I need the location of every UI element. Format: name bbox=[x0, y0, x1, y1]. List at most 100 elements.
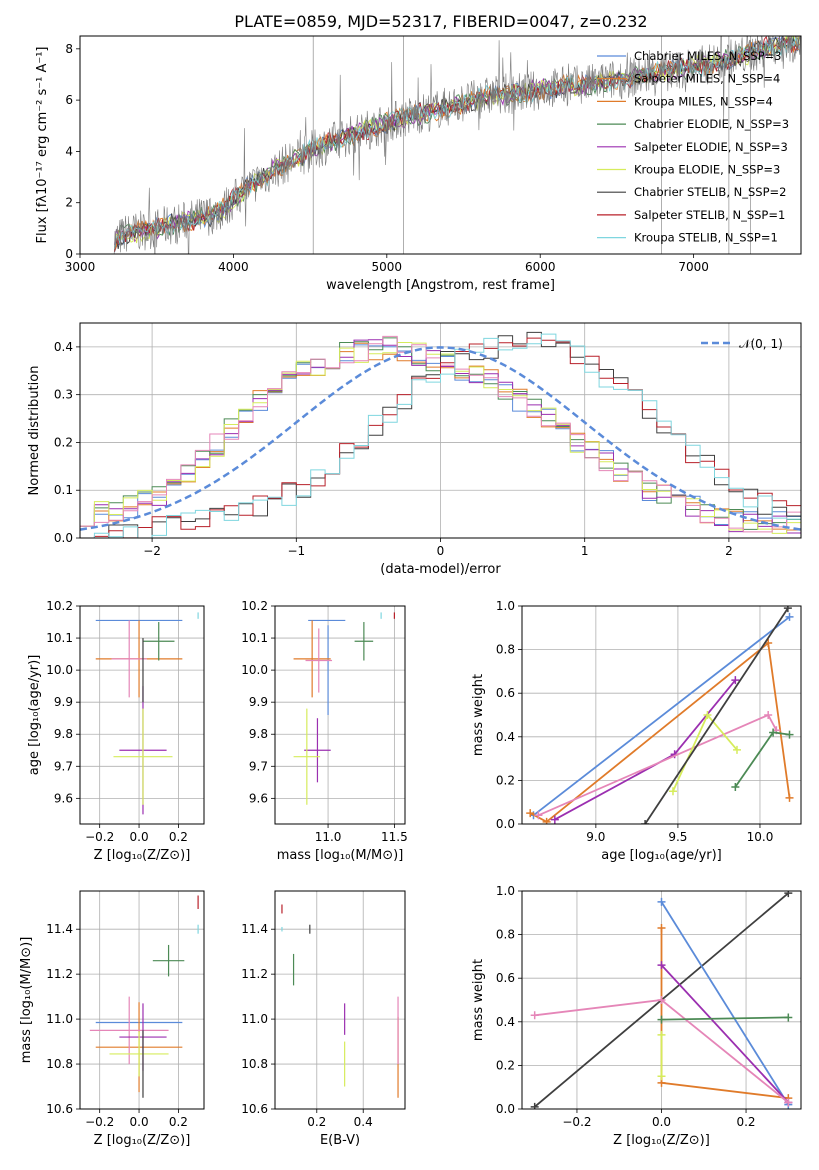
legend-entry: Kroupa MILES, N_SSP=4 bbox=[634, 94, 773, 108]
data-marker bbox=[657, 897, 666, 906]
x-tick-label: −0.2 bbox=[85, 830, 114, 844]
x-tick-label: 3000 bbox=[65, 260, 96, 274]
y-axis-label: Flux [fλ10⁻¹⁷ erg cm⁻² s⁻¹ A⁻¹] bbox=[35, 47, 50, 244]
data-marker bbox=[550, 815, 559, 824]
data-marker bbox=[657, 1015, 666, 1024]
x-axis-label: E(B-V) bbox=[320, 1133, 360, 1148]
x-tick-label: 9.0 bbox=[586, 830, 605, 844]
y-tick-label: 9.8 bbox=[54, 727, 73, 741]
data-marker bbox=[542, 817, 551, 824]
x-tick-label: 0.0 bbox=[130, 830, 149, 844]
x-axis-label: Z [log₁₀(Z/Z⊙)] bbox=[94, 1133, 191, 1148]
y-axis-label: mass [log₁₀(M/M⊙)] bbox=[19, 937, 34, 1064]
series-line bbox=[554, 679, 737, 821]
x-tick-label: 0 bbox=[437, 544, 445, 558]
figure-title: PLATE=0859, MJD=52317, FIBERID=0047, z=0… bbox=[234, 12, 647, 31]
y-tick-label: 10.1 bbox=[46, 631, 73, 645]
series-line bbox=[660, 901, 790, 1106]
legend-entry: Chabrier STELIB, N_SSP=2 bbox=[634, 185, 786, 199]
legend-entry: Kroupa STELIB, N_SSP=1 bbox=[634, 231, 778, 245]
data-marker bbox=[764, 711, 773, 719]
data-marker bbox=[530, 1102, 539, 1109]
y-tick-label: 0.1 bbox=[54, 483, 73, 497]
x-tick-label: 0.2 bbox=[169, 1115, 188, 1129]
legend-entry: 𝒩(0, 1) bbox=[739, 337, 783, 351]
x-tick-label: 0.2 bbox=[169, 830, 188, 844]
data-marker bbox=[530, 1011, 539, 1020]
x-tick-label: 0.0 bbox=[130, 1115, 149, 1129]
axes-frame bbox=[521, 605, 802, 825]
y-tick-label: 10.2 bbox=[46, 599, 73, 613]
data-marker bbox=[657, 996, 666, 1004]
data-marker bbox=[657, 1072, 666, 1081]
y-tick-label: 11.2 bbox=[241, 967, 268, 981]
x-tick-label: 11.5 bbox=[381, 830, 408, 844]
data-marker bbox=[668, 787, 677, 796]
data-marker bbox=[784, 1098, 793, 1107]
x-tick-label: 2 bbox=[725, 544, 733, 558]
y-axis-label: age [log₁₀(age/yr)] bbox=[27, 655, 42, 776]
x-axis-label: mass [log₁₀(M/M⊙)] bbox=[277, 848, 404, 863]
y-tick-label: 2 bbox=[65, 196, 73, 210]
series-line bbox=[661, 1016, 789, 1021]
y-tick-label: 10.2 bbox=[241, 599, 268, 613]
data-marker bbox=[783, 606, 792, 613]
data-marker bbox=[657, 961, 666, 970]
age-vs-z-panel: −0.2 0.0 0.2 9.6 9.7 9.8 9.9 10.0 10.1 10.2 Z [log… bbox=[27, 599, 205, 863]
data-marker bbox=[657, 924, 666, 933]
legend-entry: Salpeter ELODIE, N_SSP=3 bbox=[634, 140, 788, 154]
y-tick-label: 0.3 bbox=[54, 388, 73, 402]
axes-frame bbox=[79, 605, 205, 825]
data-marker bbox=[784, 891, 793, 898]
y-tick-label: 0.4 bbox=[54, 340, 73, 354]
axes-frame bbox=[79, 890, 205, 1110]
y-tick-label: 0.0 bbox=[496, 1102, 515, 1116]
x-tick-label: 10.0 bbox=[747, 830, 774, 844]
x-tick-label: 0.2 bbox=[307, 1115, 326, 1129]
y-tick-label: 11.0 bbox=[241, 1012, 268, 1026]
x-tick-label: 9.5 bbox=[668, 830, 687, 844]
mass-vs-ebv-panel: 0.2 0.4 10.6 10.8 11.0 11.2 11.4 E(B-V) bbox=[241, 890, 406, 1148]
y-tick-label: 0.8 bbox=[496, 643, 515, 657]
y-tick-label: 9.8 bbox=[249, 727, 268, 741]
mass-vs-z-panel: −0.2 0.0 0.2 10.6 10.8 11.0 11.2 11.4 Z [log₁₀(Z… bbox=[19, 890, 205, 1148]
y-tick-label: 0.8 bbox=[496, 928, 515, 942]
y-tick-label: 0.0 bbox=[496, 817, 515, 831]
series-line bbox=[538, 713, 778, 817]
x-tick-label: −1 bbox=[287, 544, 305, 558]
x-tick-label: 0.2 bbox=[736, 1115, 755, 1129]
y-axis-label: Normed distribution bbox=[27, 366, 42, 496]
y-tick-label: 6 bbox=[65, 93, 73, 107]
data-marker bbox=[534, 811, 543, 820]
legend-entry: Salpeter MILES, N_SSP=4 bbox=[634, 72, 780, 86]
y-tick-label: 1.0 bbox=[496, 599, 515, 613]
y-tick-label: 0.0 bbox=[54, 531, 73, 545]
x-tick-label: 6000 bbox=[525, 260, 556, 274]
y-tick-label: 0.6 bbox=[496, 971, 515, 985]
y-tick-label: 0.2 bbox=[54, 435, 73, 449]
legend-entry: Chabrier MILES, N_SSP=3 bbox=[634, 49, 781, 63]
histogram-step bbox=[80, 333, 801, 538]
spectrum-panel: 3000 4000 5000 6000 7000 0 2 4 6 8 wavelength [Ang… bbox=[35, 35, 802, 293]
model-line bbox=[114, 36, 800, 249]
data-spectrum-line bbox=[113, 36, 801, 254]
data-marker bbox=[526, 809, 535, 818]
data-marker bbox=[657, 1030, 666, 1039]
data-marker bbox=[785, 730, 794, 739]
axes-frame bbox=[79, 35, 802, 255]
x-tick-label: 0.0 bbox=[652, 1115, 671, 1129]
legend-entry: Kroupa ELODIE, N_SSP=3 bbox=[634, 163, 780, 177]
data-marker bbox=[703, 711, 712, 719]
y-tick-label: 0 bbox=[65, 247, 73, 261]
x-tick-label: 0.4 bbox=[354, 1115, 373, 1129]
weight-vs-z-panel: −0.2 0.0 0.2 0.0 0.2 0.4 0.6 0.8 1.0 Z [log₁₀(Z/Z… bbox=[471, 884, 802, 1148]
y-tick-label: 0.2 bbox=[496, 773, 515, 787]
normal-curve bbox=[79, 346, 802, 531]
x-tick-label: −0.2 bbox=[85, 1115, 114, 1129]
data-marker bbox=[732, 745, 741, 754]
legend-entry: Chabrier ELODIE, N_SSP=3 bbox=[634, 117, 789, 131]
y-tick-label: 11.4 bbox=[46, 922, 73, 936]
x-tick-label: −0.2 bbox=[562, 1115, 591, 1129]
x-tick-label: −2 bbox=[143, 544, 161, 558]
y-tick-label: 10.6 bbox=[241, 1102, 268, 1116]
